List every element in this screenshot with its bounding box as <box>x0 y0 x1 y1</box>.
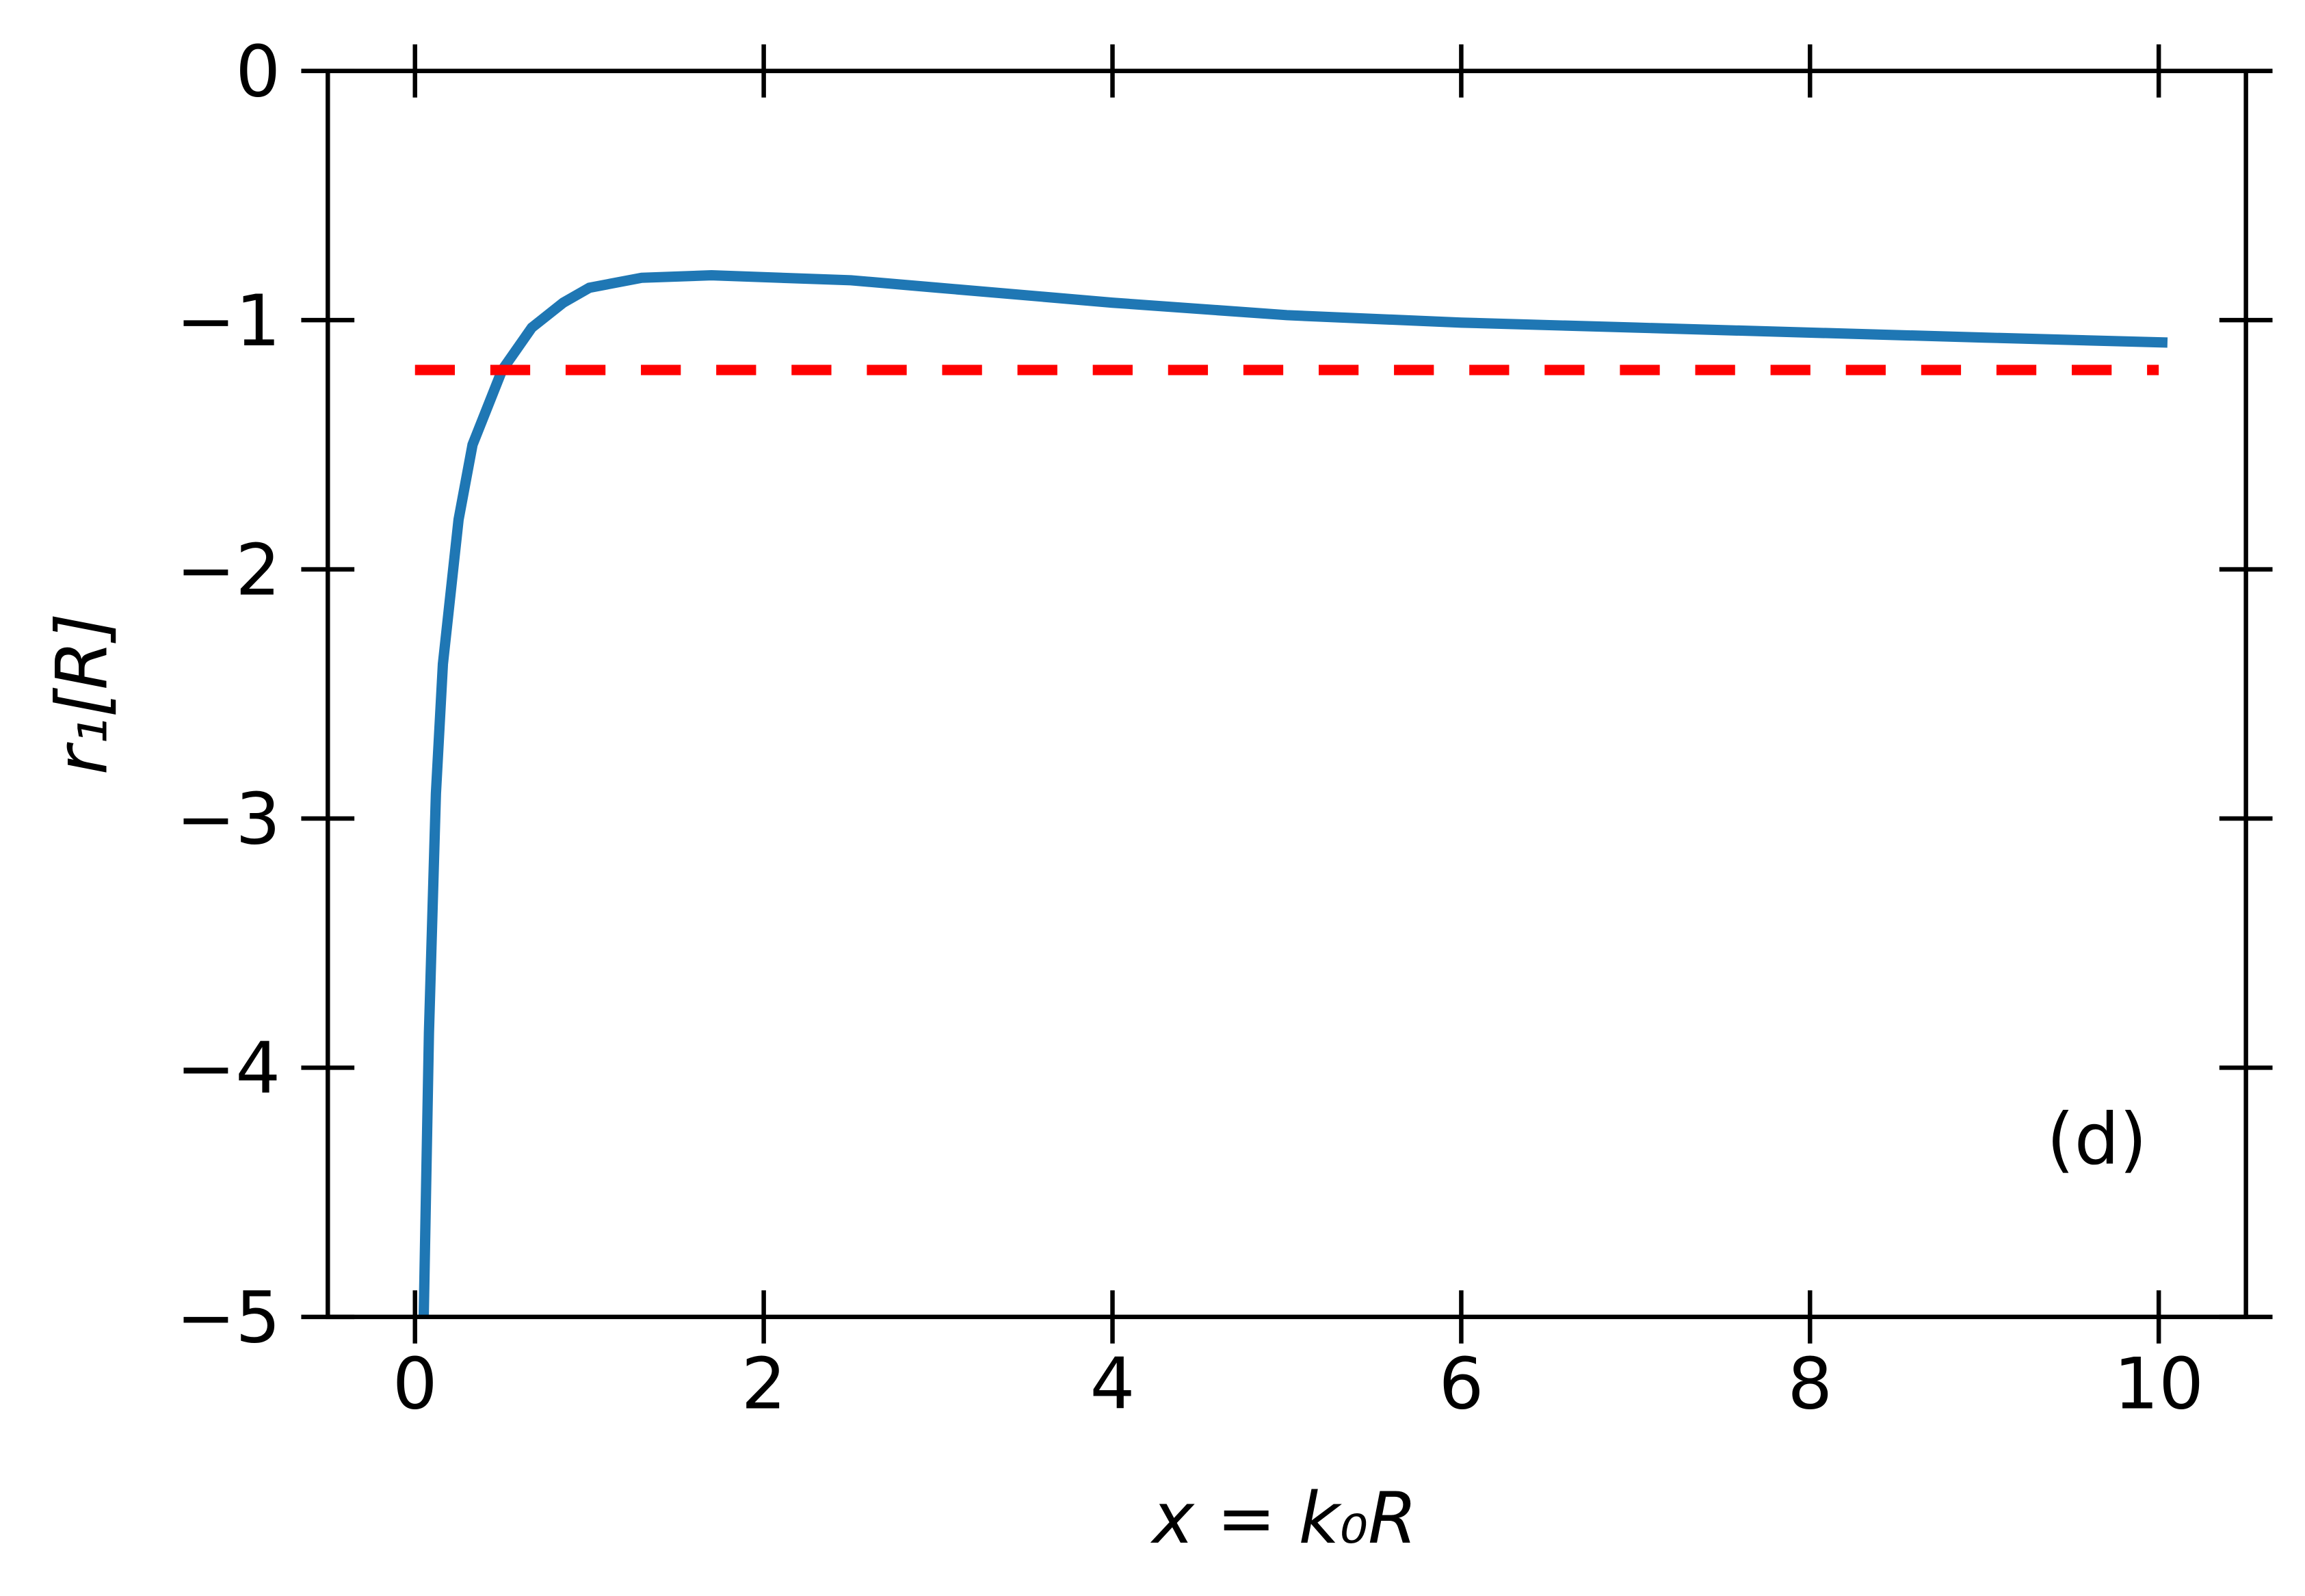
line <box>418 270 2168 1317</box>
x-tick-label: 4 <box>1090 1344 1135 1426</box>
y-tick-label: −3 <box>176 779 280 861</box>
x-axis-label: x = k₀R <box>1150 1478 1417 1560</box>
y-axis-label: r₁[R] <box>41 613 123 775</box>
y-tick-label: −1 <box>176 280 280 362</box>
x-tick-label: 6 <box>1438 1344 1484 1426</box>
x-tick-label: 0 <box>393 1344 438 1426</box>
y-tick-label: −5 <box>176 1277 280 1359</box>
x-tick-label: 2 <box>741 1344 787 1426</box>
plot-frame <box>326 68 2248 1320</box>
x-tick-label: 10 <box>2113 1344 2204 1426</box>
x-tick-label: 8 <box>1787 1344 1832 1426</box>
y-tick-label: 0 <box>235 31 280 113</box>
y-tick-label: −4 <box>176 1028 280 1110</box>
y-tick-label: −2 <box>176 529 280 611</box>
annotation: (d) <box>2046 1099 2147 1181</box>
